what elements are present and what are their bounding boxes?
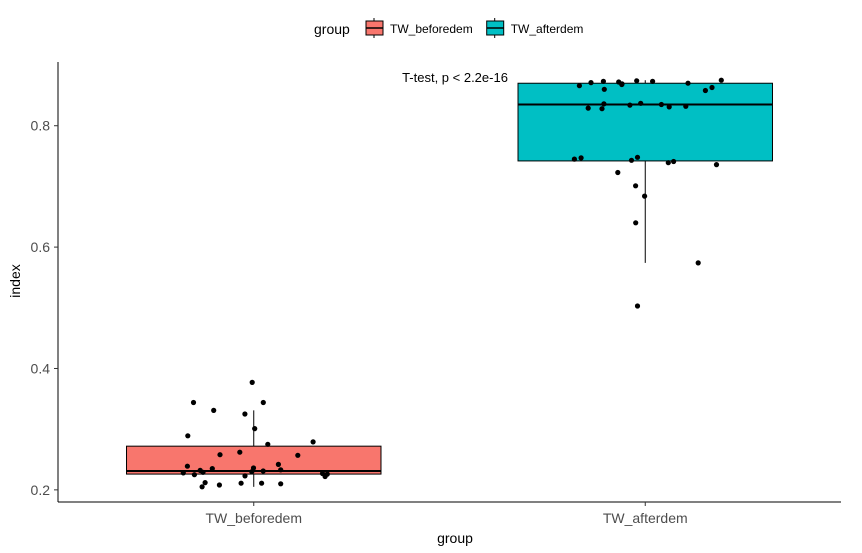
y-tick-label: 0.8 <box>31 118 51 134</box>
data-point <box>619 81 625 88</box>
legend-entries: TW_beforedem TW_afterdem <box>365 18 584 38</box>
data-point <box>242 411 248 417</box>
box-iqr <box>517 82 773 162</box>
x-ticks: TW_beforedem TW_afterdem <box>206 502 688 526</box>
data-point <box>578 155 584 161</box>
data-point <box>671 158 677 165</box>
data-point <box>709 84 715 91</box>
data-point <box>211 407 217 413</box>
data-point <box>585 105 591 111</box>
data-point <box>259 480 265 486</box>
data-point <box>249 379 255 385</box>
data-point <box>695 260 701 266</box>
data-point <box>209 466 215 472</box>
y-tick-label: 0.6 <box>31 239 51 255</box>
data-point <box>702 87 709 94</box>
data-point <box>190 399 197 406</box>
data-point <box>238 480 244 486</box>
box-TW_afterdem <box>517 80 773 263</box>
data-point <box>628 157 635 163</box>
box-TW_beforedem <box>126 410 382 487</box>
data-point <box>252 426 258 432</box>
legend-entry: TW_afterdem <box>486 18 584 38</box>
data-point <box>237 449 243 455</box>
data-point <box>180 470 186 476</box>
data-point <box>202 480 208 486</box>
data-point <box>634 303 641 309</box>
data-point <box>634 154 641 160</box>
y-ticks: 0.2 0.4 0.6 0.8 <box>31 118 58 498</box>
data-point <box>666 104 672 110</box>
data-point <box>295 452 301 458</box>
legend: group TW_beforedem TW_afterdem <box>314 18 583 38</box>
data-point <box>200 469 206 475</box>
y-axis-title: index <box>7 264 23 297</box>
x-axis-title: group <box>437 530 473 546</box>
data-point <box>642 193 648 199</box>
data-point <box>265 441 271 447</box>
boxes-layer <box>126 80 773 487</box>
y-tick-label: 0.4 <box>31 360 51 376</box>
data-point <box>601 101 607 107</box>
legend-label: TW_beforedem <box>390 22 473 36</box>
data-point <box>633 183 639 189</box>
data-point <box>310 439 316 445</box>
data-point <box>576 83 583 89</box>
data-point <box>634 78 640 84</box>
data-point <box>260 399 266 406</box>
x-tick-label: TW_afterdem <box>603 510 688 526</box>
data-point <box>185 433 191 439</box>
data-point <box>571 156 578 162</box>
data-point <box>718 77 724 83</box>
data-point <box>322 473 328 480</box>
data-point <box>683 103 689 109</box>
x-tick-label: TW_beforedem <box>206 510 302 526</box>
y-tick-label: 0.2 <box>31 482 51 498</box>
data-point <box>599 106 605 112</box>
data-point <box>278 481 284 487</box>
points-layer <box>180 77 724 490</box>
data-point <box>627 102 633 108</box>
data-point <box>249 469 255 475</box>
legend-entry: TW_beforedem <box>365 18 473 38</box>
data-point <box>275 461 281 467</box>
data-point <box>191 472 197 478</box>
data-point <box>217 452 223 458</box>
t-test-annotation: T-test, p < 2.2e-16 <box>402 70 508 85</box>
data-point <box>713 162 720 168</box>
data-point <box>278 467 284 473</box>
data-point <box>615 169 621 176</box>
legend-label: TW_afterdem <box>511 22 584 36</box>
data-point <box>658 101 665 108</box>
data-point <box>588 80 594 86</box>
data-point <box>633 220 639 226</box>
data-point <box>260 468 266 474</box>
data-point <box>665 160 671 166</box>
data-point <box>650 78 656 84</box>
data-point <box>638 100 644 106</box>
data-point <box>600 78 607 84</box>
data-point <box>685 80 691 86</box>
data-point <box>601 86 607 92</box>
legend-title: group <box>314 21 350 37</box>
data-point <box>199 484 205 490</box>
data-point <box>216 482 222 488</box>
data-point <box>242 473 248 479</box>
data-point <box>184 463 190 469</box>
